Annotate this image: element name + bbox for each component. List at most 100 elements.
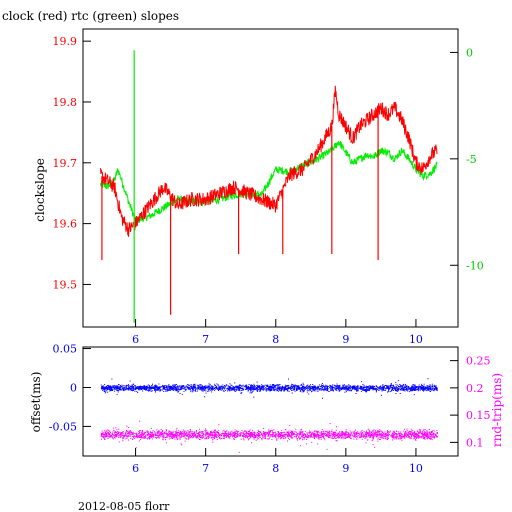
scatter-point — [429, 390, 431, 392]
scatter-point — [293, 389, 295, 391]
scatter-point — [315, 388, 316, 390]
scatter-point — [323, 432, 324, 434]
scatter-point — [148, 384, 150, 386]
scatter-point — [131, 387, 133, 388]
scatter-point — [296, 390, 297, 392]
scatter-point — [169, 431, 171, 433]
scatter-point — [169, 436, 171, 438]
scatter-point — [196, 388, 198, 390]
scatter-point — [138, 386, 140, 388]
scatter-point — [376, 387, 378, 389]
scatter-point — [160, 389, 162, 391]
scatter-point — [288, 391, 290, 393]
scatter-point — [394, 388, 396, 390]
scatter-point — [141, 437, 143, 439]
scatter-point — [370, 388, 372, 389]
scatter-point — [342, 432, 344, 434]
scatter-point — [117, 387, 119, 389]
scatter-point — [361, 381, 363, 383]
scatter-point — [337, 432, 339, 434]
scatter-point — [183, 388, 185, 390]
scatter-point — [132, 385, 133, 387]
scatter-point — [336, 383, 338, 385]
scatter-point — [237, 385, 239, 387]
scatter-point — [342, 388, 344, 390]
scatter-point — [274, 432, 276, 434]
scatter-point — [224, 388, 226, 390]
scatter-point — [326, 385, 328, 387]
scatter-point — [154, 387, 156, 389]
scatter-point — [338, 387, 340, 389]
scatter-point — [119, 434, 120, 436]
scatter-point — [168, 433, 170, 435]
scatter-point — [370, 435, 372, 437]
scatter-point — [133, 388, 134, 390]
scatter-point — [210, 387, 212, 389]
scatter-point — [280, 432, 282, 434]
scatter-point — [404, 389, 406, 391]
scatter-point — [314, 430, 316, 432]
scatter-point — [365, 442, 367, 444]
scatter-point — [373, 434, 375, 436]
scatter-point — [353, 436, 355, 437]
scatter-point — [205, 385, 207, 387]
scatter-point — [377, 431, 379, 433]
scatter-point — [268, 388, 270, 390]
scatter-point — [215, 387, 217, 388]
scatter-point — [275, 435, 277, 437]
scatter-point — [107, 391, 109, 393]
scatter-point — [245, 433, 247, 434]
scatter-point — [170, 386, 171, 388]
scatter-point — [310, 433, 312, 435]
scatter-point — [404, 385, 406, 387]
scatter-point — [431, 383, 433, 385]
scatter-point — [355, 393, 357, 394]
scatter-point — [398, 387, 400, 389]
scatter-point — [416, 432, 418, 434]
scatter-point — [427, 432, 429, 434]
scatter-point — [395, 433, 397, 435]
scatter-point — [290, 385, 292, 387]
scatter-point — [164, 385, 166, 387]
scatter-point — [428, 437, 430, 439]
scatter-point — [284, 388, 286, 390]
scatter-point — [404, 435, 406, 437]
scatter-point — [359, 437, 361, 439]
scatter-point — [242, 388, 244, 390]
scatter-point — [248, 435, 250, 437]
top-left-tick-label: 19.7 — [53, 157, 78, 170]
scatter-point — [169, 385, 170, 387]
scatter-point — [247, 431, 249, 432]
scatter-point — [120, 435, 122, 436]
scatter-point — [191, 388, 193, 390]
scatter-point — [105, 391, 107, 393]
scatter-point — [196, 384, 198, 386]
scatter-point — [268, 431, 270, 433]
scatter-point — [389, 431, 391, 433]
scatter-point — [130, 389, 132, 390]
scatter-point — [274, 385, 276, 387]
scatter-point — [180, 386, 182, 388]
scatter-point — [173, 436, 175, 438]
scatter-point — [128, 384, 129, 386]
scatter-point — [367, 386, 369, 388]
scatter-point — [283, 432, 285, 434]
scatter-point — [257, 384, 259, 386]
scatter-point — [223, 438, 225, 440]
scatter-point — [432, 434, 434, 436]
scatter-point — [400, 388, 402, 390]
scatter-point — [335, 385, 337, 387]
scatter-point — [248, 384, 250, 385]
scatter-point — [431, 388, 433, 390]
scatter-point — [180, 431, 182, 433]
scatter-point — [111, 389, 113, 391]
scatter-point — [243, 439, 245, 441]
scatter-point — [364, 435, 366, 437]
scatter-point — [325, 434, 326, 436]
scatter-point — [111, 389, 113, 391]
scatter-point — [175, 390, 177, 392]
scatter-point — [328, 433, 330, 435]
scatter-point — [374, 434, 376, 436]
scatter-point — [115, 434, 117, 436]
scatter-point — [295, 432, 297, 434]
